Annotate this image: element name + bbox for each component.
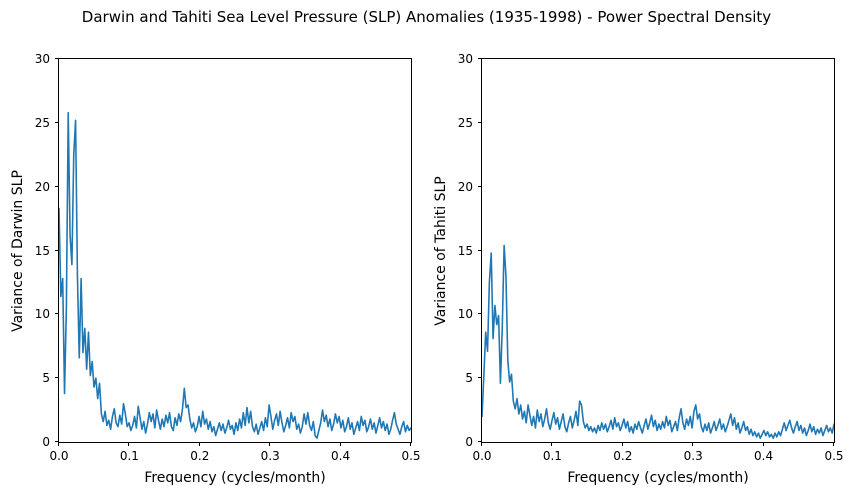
x-tick [692,442,694,446]
darwin-plot-area [59,111,411,439]
y-tick [478,185,482,187]
x-tick-label: 0.1 [542,449,562,463]
y-tick [478,377,482,379]
y-tick-label: 15 [457,243,473,258]
tahiti-psd-line [482,244,834,439]
x-tick-label: 0.2 [613,449,633,463]
figure-title: Darwin and Tahiti Sea Level Pressure (SL… [81,8,772,26]
x-tick-label: 0.1 [119,449,139,463]
y-tick-label: 30 [34,52,50,66]
x-tick [621,442,623,446]
y-tick [55,121,59,123]
x-tick-label: 0.5 [401,449,421,463]
x-tick [762,442,764,446]
y-tick [55,185,59,187]
y-tick-label: 5 [42,371,50,386]
x-tick-label: 0.3 [683,449,703,463]
x-tick-label: 0.2 [190,449,210,463]
y-tick-label: 10 [457,307,473,322]
x-tick [58,442,59,446]
y-tick-label: 10 [34,307,50,322]
y-tick [478,58,482,59]
darwin-x-axis-label: Frequency (cycles/month) [144,470,326,486]
x-tick [339,442,341,446]
y-tick [55,377,59,379]
tahiti-x-axis-label: Frequency (cycles/month) [567,470,749,486]
x-tick [481,442,482,446]
y-tick [55,249,59,251]
y-tick-label: 25 [457,115,473,130]
y-tick-label: 20 [34,179,50,194]
y-tick-label: 25 [34,115,50,130]
y-tick-label: 15 [34,243,50,258]
y-tick [55,441,59,442]
x-tick-label: 0.0 [472,449,492,463]
x-tick-label: 0.0 [49,449,69,463]
y-tick-label: 20 [457,179,473,194]
darwin-subplot: Variance of Darwin SLP Frequency (cycles… [10,52,421,486]
y-tick-label: 0 [465,435,473,449]
x-tick-label: 0.3 [260,449,280,463]
y-tick [478,121,482,123]
tahiti-plot-area [482,244,834,439]
x-tick [833,442,834,446]
x-tick-label: 0.5 [824,449,844,463]
x-tick [198,442,200,446]
y-tick [478,313,482,315]
x-tick-label: 0.4 [754,449,774,463]
x-tick [128,442,130,446]
y-tick [478,249,482,251]
darwin-psd-line [59,111,411,439]
tahiti-subplot: Variance of Tahiti SLP Frequency (cycles… [433,52,844,486]
y-tick [55,313,59,315]
y-tick [55,58,59,59]
x-tick [410,442,411,446]
y-tick-label: 0 [42,435,50,449]
y-tick-label: 30 [457,52,473,66]
x-tick [551,442,553,446]
x-tick [269,442,271,446]
y-tick [478,441,482,442]
y-tick-label: 5 [465,371,473,386]
x-tick-label: 0.4 [331,449,351,463]
